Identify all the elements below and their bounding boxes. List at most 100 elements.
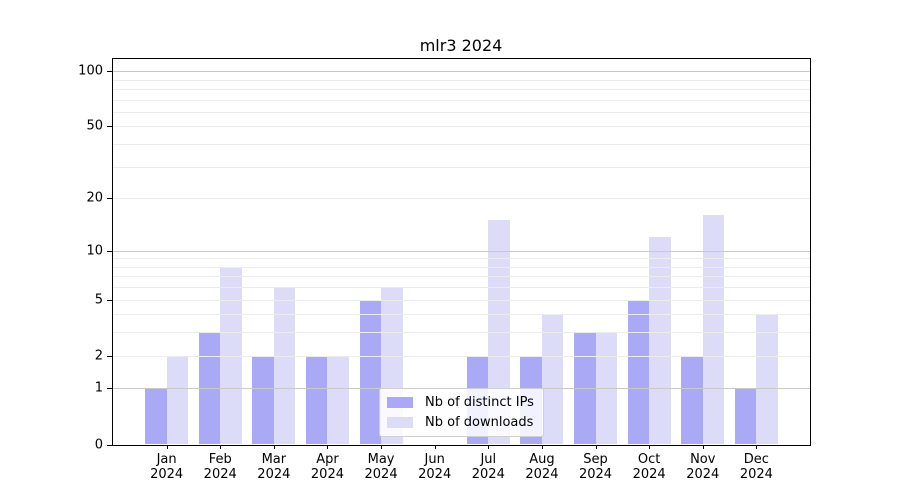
legend: Nb of distinct IPs Nb of downloads <box>379 388 544 437</box>
gridline-minor-70 <box>113 99 810 101</box>
bar-aug-downloads <box>541 314 564 445</box>
y-axis-tick-10 <box>107 250 112 252</box>
bar-oct-distinct-ips <box>627 299 650 445</box>
x-axis-tick-jun <box>434 445 436 449</box>
bar-mar-distinct-ips <box>252 355 274 445</box>
year-label: 2024 <box>203 467 237 482</box>
bar-jan-downloads <box>166 355 189 445</box>
month-label: Apr <box>316 452 339 467</box>
year-label: 2024 <box>525 467 559 482</box>
x-axis-tick-sep <box>595 445 597 449</box>
y-axis-tick-100 <box>107 71 112 73</box>
bar-dec-downloads <box>756 314 778 445</box>
x-axis-tick-jan <box>166 445 168 449</box>
month-label: Nov <box>690 452 716 467</box>
plot-area: 0 1 2 5 10 20 50 100 Jan 2024 Feb 2024 Mar 2024 Apr 202… <box>78 58 811 482</box>
legend-item-distinct-ips: Nb of distinct IPs <box>387 395 534 410</box>
year-label: 2024 <box>364 467 398 482</box>
x-axis-tick-label-mar: Mar 2024 <box>234 452 314 482</box>
y-axis-tick-label-1: 1 <box>94 380 103 396</box>
x-axis-tick-nov <box>702 445 704 449</box>
bar-feb-distinct-ips <box>198 332 221 445</box>
gridline-minor-9 <box>113 258 810 260</box>
year-label: 2024 <box>150 467 184 482</box>
y-axis-tick-5 <box>107 299 112 301</box>
x-axis-tick-label-jun: Jun 2024 <box>395 452 475 482</box>
year-label: 2024 <box>686 467 720 482</box>
year-label: 2024 <box>257 467 291 482</box>
x-axis-tick-feb <box>220 445 222 449</box>
x-axis-tick-dec <box>756 445 758 449</box>
y-axis-tick-label-100: 100 <box>78 63 103 79</box>
month-label: Dec <box>743 452 769 467</box>
gridline-minor-40 <box>113 144 810 146</box>
bar-apr-downloads <box>327 355 349 445</box>
legend-item-downloads: Nb of downloads <box>387 415 534 430</box>
x-axis-tick-label-nov: Nov 2024 <box>663 452 743 482</box>
y-axis-tick-50 <box>107 126 112 128</box>
month-label: Feb <box>208 452 232 467</box>
gridline-minor-20 <box>113 198 810 200</box>
x-axis-tick-label-feb: Feb 2024 <box>180 452 260 482</box>
gridline-major-100 <box>113 71 810 73</box>
distinct-ips-swatch <box>387 397 413 408</box>
bar-dec-distinct-ips <box>734 388 757 445</box>
gridline-minor-2 <box>113 355 810 357</box>
month-label: May <box>367 452 395 467</box>
y-axis-tick-0 <box>107 444 112 446</box>
y-axis-tick-label-10: 10 <box>86 243 103 258</box>
bar-nov-distinct-ips <box>681 355 703 445</box>
x-axis-tick-label-may: May 2024 <box>341 452 421 482</box>
gridline-minor-90 <box>113 79 810 81</box>
bar-nov-downloads <box>702 215 725 445</box>
x-axis-tick-may <box>381 445 383 449</box>
downloads-swatch <box>387 417 413 428</box>
gridline-minor-5 <box>113 299 810 301</box>
x-axis-tick-apr <box>327 445 329 449</box>
x-axis-tick-label-jan: Jan 2024 <box>127 452 207 482</box>
x-axis-tick-label-jul: Jul 2024 <box>448 452 528 482</box>
year-label: 2024 <box>578 467 613 482</box>
x-axis-tick-jul <box>488 445 490 449</box>
gridline-minor-4 <box>113 314 810 316</box>
y-axis-tick-label-5: 5 <box>94 292 103 308</box>
month-label: Oct <box>637 452 661 467</box>
x-axis-tick-label-oct: Oct 2024 <box>609 452 689 482</box>
gridline-minor-50 <box>113 126 810 128</box>
x-axis-tick-label-aug: Aug 2024 <box>502 452 582 482</box>
x-axis-tick-mar <box>273 445 275 449</box>
y-axis-tick-label-0: 0 <box>94 437 103 452</box>
y-axis-tick-label-20: 20 <box>86 190 103 206</box>
gridline-minor-3 <box>113 332 810 334</box>
legend-label-distinct-ips: Nb of distinct IPs <box>425 395 534 410</box>
y-axis-tick-2 <box>107 355 112 357</box>
y-axis-tick-label-2: 2 <box>94 348 103 364</box>
gridline-major-10 <box>113 250 810 252</box>
bar-apr-distinct-ips <box>305 355 328 445</box>
gridline-minor-7 <box>113 276 810 278</box>
month-label: Jul <box>480 452 497 467</box>
year-label: 2024 <box>310 467 344 482</box>
gridline-minor-60 <box>113 111 810 113</box>
month-label: Aug <box>529 452 555 467</box>
x-axis-tick-aug <box>541 445 543 449</box>
month-label: Jan <box>156 452 177 467</box>
x-axis-tick-label-sep: Sep 2024 <box>556 452 636 482</box>
bar-sep-downloads <box>595 332 618 445</box>
legend-label-downloads: Nb of downloads <box>425 415 534 430</box>
y-axis-tick-1 <box>107 388 112 390</box>
y-axis-tick-label-50: 50 <box>86 118 103 134</box>
gridline-minor-8 <box>113 266 810 268</box>
x-axis-tick-oct <box>649 445 651 449</box>
month-label: Jun <box>424 452 445 467</box>
bar-oct-downloads <box>649 236 671 445</box>
year-label: 2024 <box>739 467 773 482</box>
gridline-minor-80 <box>113 88 810 90</box>
year-label: 2024 <box>418 467 452 482</box>
x-axis-tick-label-apr: Apr 2024 <box>287 452 367 482</box>
bar-may-distinct-ips <box>359 299 382 445</box>
chart-title: mlr3 2024 <box>419 36 503 55</box>
year-label: 2024 <box>471 467 505 482</box>
gridline-minor-6 <box>113 287 810 289</box>
